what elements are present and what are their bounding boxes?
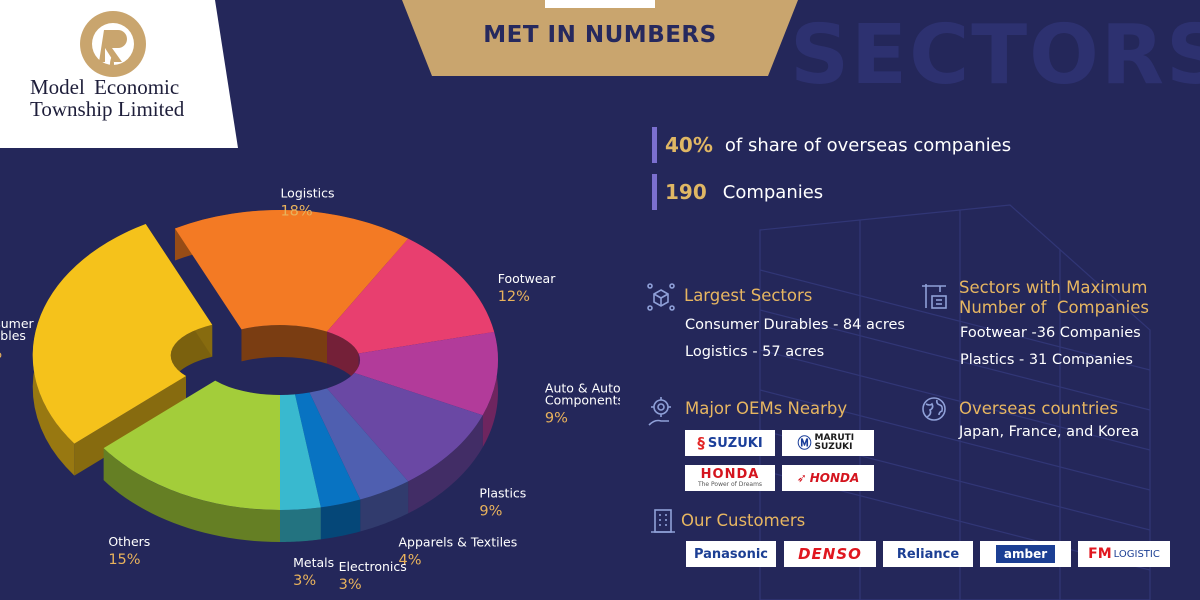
sectors-watermark: SECTORS xyxy=(790,8,1200,103)
customers-heading: Our Customers xyxy=(681,511,806,530)
max-companies-line: Footwear -36 Companies xyxy=(960,325,1141,341)
pie-label-value: 3% xyxy=(339,577,362,590)
pie-label-logistics: Logistics 18% xyxy=(280,185,334,219)
max-companies-heading-line2: Number of Companies xyxy=(959,298,1149,317)
max-companies-heading-line1: Sectors with Maximum xyxy=(959,278,1148,297)
fm-logistic-logo: FM LOGISTIC xyxy=(1078,541,1170,567)
maruti-m-icon: Ⓜ xyxy=(797,436,812,452)
pie-label-name: Components xyxy=(545,392,620,407)
pie-label-value: 27% xyxy=(0,346,2,362)
pie-label-value: 9% xyxy=(545,410,568,426)
pie-label-plastics: Plastics 9% xyxy=(479,486,526,520)
pie-label-footwear: Footwear 12% xyxy=(498,271,557,305)
pie-label-name: Logistics xyxy=(280,185,334,200)
honda-wordmark-logo: HONDA The Power of Dreams xyxy=(685,465,775,491)
pie-label-value: 15% xyxy=(108,552,140,568)
stat-text: of share of overseas companies xyxy=(724,134,1012,156)
company-name-line2: Township Limited xyxy=(30,97,185,121)
major-oems-heading: Major OEMs Nearby xyxy=(685,399,848,418)
pie-label-value: 12% xyxy=(498,289,530,305)
stat-accent-bar xyxy=(652,127,657,163)
denso-logo: DENSO xyxy=(784,541,876,567)
pie-hole-logistics xyxy=(241,325,328,364)
company-name-line1: Model Economic xyxy=(30,75,180,99)
max-companies-line: Plastics - 31 Companies xyxy=(960,352,1133,368)
suzuki-s-icon: § xyxy=(697,434,705,452)
pie-label-name: Plastics xyxy=(479,486,526,501)
pie-side-plastics xyxy=(408,415,483,514)
gear-hand-icon xyxy=(648,397,671,426)
pie-side-metals xyxy=(280,507,321,542)
maruti-suzuki-logo: Ⓜ MARUTI SUZUKI xyxy=(782,430,874,456)
pie-slice-plastics xyxy=(327,372,483,482)
pie-slice-logistics xyxy=(174,210,409,332)
reliance-logo: Reliance xyxy=(883,541,973,567)
pie-side-apparels-and-textiles xyxy=(360,481,409,532)
page-title: MET IN NUMBERS xyxy=(483,22,717,48)
pie-slice-others xyxy=(103,380,280,510)
pie-label-electronics: Electronics 3% xyxy=(339,559,407,590)
header-notch xyxy=(545,0,655,8)
suzuki-logo: § SUZUKI xyxy=(685,430,775,456)
header-band xyxy=(402,0,798,76)
largest-sector-line: Consumer Durables - 84 acres xyxy=(685,317,905,333)
pie-slice-consumer-durables xyxy=(32,223,213,444)
logo-panel xyxy=(0,0,238,148)
pie-label-name: Durables xyxy=(0,328,26,343)
reliance-logo-icon xyxy=(80,11,146,77)
largest-sectors-heading: Largest Sectors xyxy=(684,286,813,305)
pie-label-name: Consumer xyxy=(0,316,35,331)
pie-label-value: 3% xyxy=(293,573,316,589)
pie-label-value: 4% xyxy=(399,552,422,568)
overseas-countries: Japan, France, and Korea xyxy=(959,424,1140,440)
pie-tops xyxy=(32,210,498,510)
honda-wing-logo: ➶ HONDA xyxy=(782,465,874,491)
stat-accent-bar xyxy=(652,174,657,210)
overseas-heading: Overseas countries xyxy=(959,399,1119,418)
globe-icon xyxy=(922,397,946,421)
max-companies-heading: Sectors with Maximum Number of Companies xyxy=(959,278,1149,318)
stat-value: 40% xyxy=(665,133,713,157)
pie-slice-electronics xyxy=(294,392,361,508)
stat-company-count: 190 Companies xyxy=(652,174,823,210)
stat-text: Companies xyxy=(722,181,824,203)
pie-slice-metals xyxy=(280,394,321,510)
cube-network-icon xyxy=(647,283,675,311)
honda-wing-icon: ➶ xyxy=(796,471,807,485)
pie-label-name: Others xyxy=(108,534,150,549)
pie-label-name: Electronics xyxy=(339,559,407,574)
pie-label-value: 9% xyxy=(479,504,502,520)
stat-overseas-share: 40% of share of overseas companies xyxy=(652,127,1011,163)
pie-label-others: Others 15% xyxy=(108,534,150,568)
crane-building-icon xyxy=(922,284,947,309)
pie-label-name: Apparels & Textiles xyxy=(399,534,518,549)
pie-label-apparels-and-textiles: Apparels & Textiles 4% xyxy=(399,534,518,568)
pie-side-electronics xyxy=(320,499,361,540)
panasonic-logo: Panasonic xyxy=(686,541,776,567)
pie-hole-footwear xyxy=(327,331,359,386)
amber-logo: amber xyxy=(980,541,1071,567)
pie-label-name: Footwear xyxy=(498,271,557,286)
pie-side-others xyxy=(103,448,280,542)
stat-value: 190 xyxy=(665,180,707,204)
pie-slice-apparels-and-textiles xyxy=(309,388,409,500)
pie-slice-footwear xyxy=(327,238,495,354)
pie-label-metals: Metals 3% xyxy=(293,555,334,589)
largest-sector-line: Logistics - 57 acres xyxy=(685,344,825,360)
pie-label-name: Auto & Auto xyxy=(545,380,620,395)
pie-label-name: Metals xyxy=(293,555,334,570)
pie-cap-consumer-durables xyxy=(74,375,187,476)
office-building-icon xyxy=(651,509,675,533)
pie-slice-auto-and-auto-components xyxy=(354,331,498,416)
pie-label-value: 18% xyxy=(280,203,312,219)
company-name: Model Economic Township Limited xyxy=(30,76,184,120)
